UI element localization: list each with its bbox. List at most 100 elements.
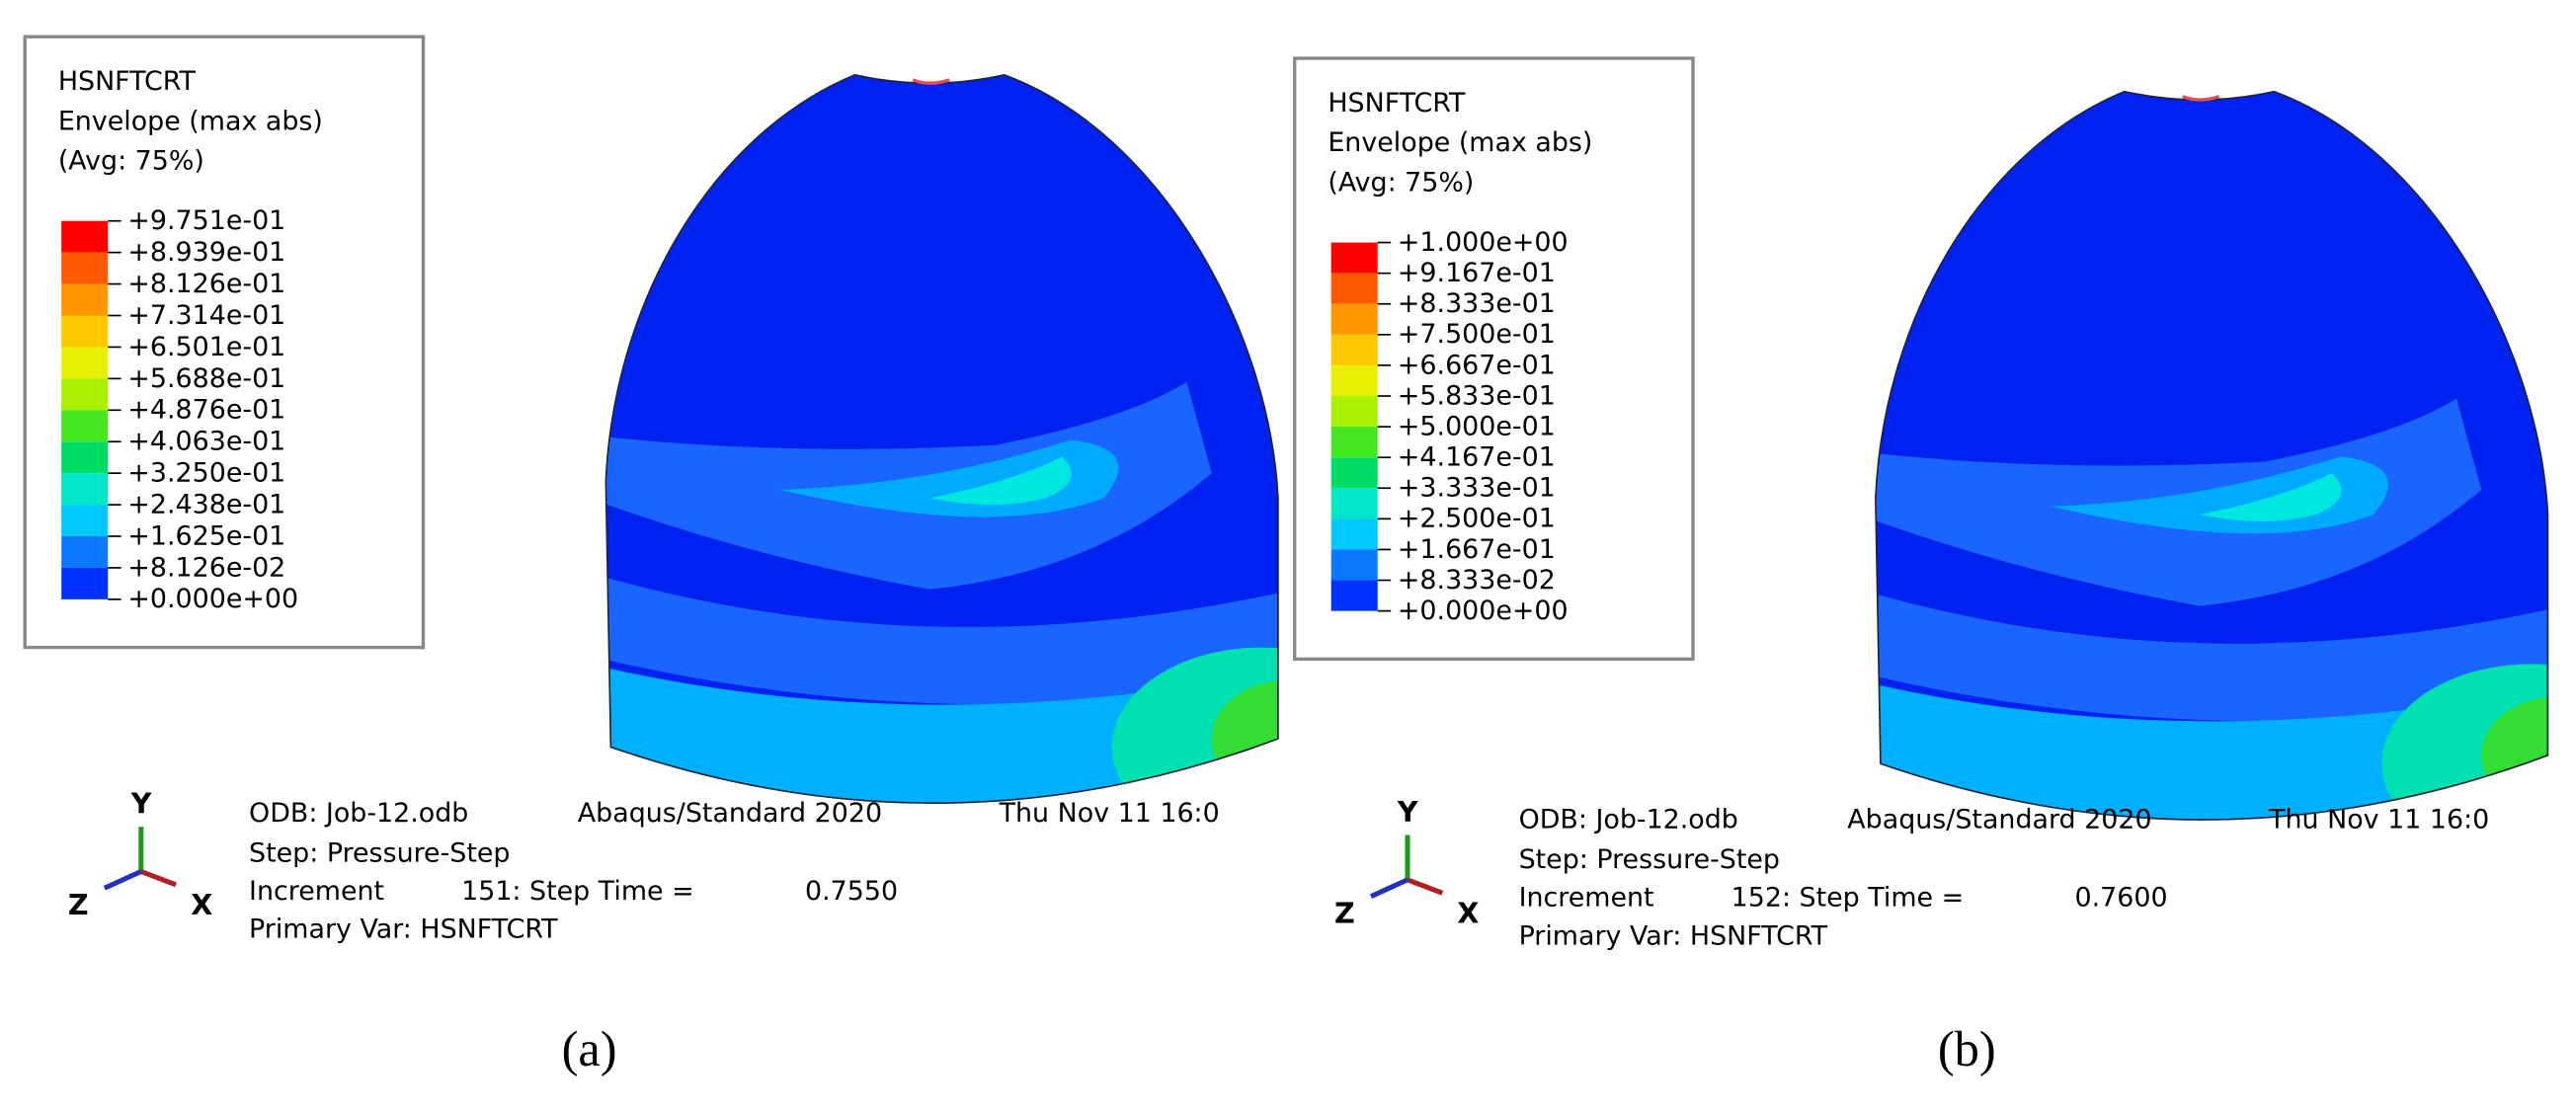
caption: (b) [1938, 1021, 1996, 1076]
legend-swatch [61, 505, 109, 536]
panel: HSNFTCRT Envelope (max abs) (Avg: 75%) +1.0… [1293, 56, 2549, 1076]
info-increment-value: 151: Step Time = [461, 876, 693, 907]
legend-value: +1.667e-01 [1398, 534, 1556, 565]
legend-value: +1.625e-01 [127, 520, 285, 551]
info-step: Step: Pressure-Step [249, 837, 510, 868]
legend-swatch [61, 535, 109, 568]
info-step-time: 0.7600 [2075, 883, 2168, 914]
model-outline [604, 73, 1279, 805]
legend-swatch [1330, 580, 1378, 611]
legend-swatch [1330, 273, 1378, 304]
info-step: Step: Pressure-Step [1519, 844, 1780, 875]
triad-label: Z [1334, 897, 1355, 930]
legend-swatch [61, 410, 109, 442]
legend-swatch [1330, 303, 1378, 335]
legend-swatch [1330, 488, 1378, 519]
band [929, 456, 1072, 506]
legend-value: +2.438e-01 [127, 489, 285, 519]
triad-axis-x [1407, 877, 1444, 896]
contour-model [1875, 90, 2549, 821]
info-increment-value: 152: Step Time = [1731, 883, 1964, 914]
legend-swatch [61, 347, 109, 379]
legend-swatch [61, 441, 109, 474]
legend-value: +4.876e-01 [127, 395, 285, 426]
info-solver: Abaqus/Standard 2020 [578, 798, 882, 829]
legend-swatch [1330, 242, 1378, 274]
legend-value: +1.000e+00 [1398, 227, 1569, 258]
legend-swatch [61, 252, 109, 284]
legend-swatch [61, 473, 109, 506]
legend-swatch [1330, 549, 1378, 581]
legend-swatch [61, 283, 109, 316]
info-primary-var: Primary Var: HSNFTCRT [1519, 920, 1828, 951]
info-odb: ODB: Job-12.odb [249, 798, 468, 829]
triad-label: X [1457, 897, 1479, 930]
legend-title: Envelope (max abs) [1328, 127, 1592, 158]
legend-title: HSNFTCRT [1328, 88, 1466, 119]
triad-label: Y [130, 787, 152, 821]
band [2199, 473, 2342, 521]
triad-label: Z [68, 888, 89, 921]
info-date: Thu Nov 11 16:0 [2268, 805, 2489, 836]
legend-value: +4.167e-01 [1398, 442, 1556, 473]
contour-bands [1875, 91, 2548, 820]
legend-swatch [61, 378, 109, 411]
legend-swatch [1330, 457, 1378, 489]
legend-value: +3.333e-01 [1398, 473, 1556, 504]
triad-label: Y [1397, 795, 1418, 829]
band [1875, 589, 2548, 722]
legend-title: Envelope (max abs) [58, 106, 323, 136]
legend-value: +9.751e-01 [127, 205, 285, 236]
legend-value: +4.063e-01 [127, 427, 285, 457]
legend-value: +8.333e-02 [1398, 565, 1556, 596]
legend-value: +9.167e-01 [1398, 258, 1556, 288]
legend-swatch [1330, 334, 1378, 365]
model-tip [912, 78, 950, 85]
legend-title: (Avg: 75%) [58, 146, 204, 177]
legend-title: (Avg: 75%) [1328, 167, 1474, 198]
triad-label: X [191, 888, 212, 921]
legend-swatch [1330, 396, 1378, 428]
info-step-time: 0.7550 [805, 876, 898, 907]
legend-swatch [1330, 518, 1378, 550]
legend-swatch [61, 315, 109, 348]
contour-bands [605, 74, 1278, 804]
band [1875, 680, 2548, 820]
legend-value: +8.126e-02 [127, 552, 285, 583]
model-outline [1875, 90, 2549, 821]
legend-title: HSNFTCRT [58, 66, 197, 97]
contour-model [604, 73, 1279, 805]
band [1211, 680, 1278, 797]
legend-value: +8.333e-01 [1398, 288, 1556, 319]
legend-value: +6.667e-01 [1398, 350, 1556, 380]
legend-swatch [61, 567, 109, 599]
model-tip [2182, 95, 2220, 102]
band [605, 664, 1278, 804]
triad-axis-z [1369, 877, 1409, 899]
info-solver: Abaqus/Standard 2020 [1847, 805, 2151, 836]
legend-value: +0.000e+00 [1398, 596, 1569, 626]
info-primary-var: Primary Var: HSNFTCRT [249, 915, 558, 945]
panel: HSNFTCRT Envelope (max abs) (Avg: 75%) +9.7… [23, 35, 1279, 1076]
legend-value: +5.000e-01 [1398, 411, 1556, 441]
triad-axis-x [139, 869, 178, 888]
legend-value: +8.939e-01 [127, 237, 285, 268]
info-increment: Increment [1519, 883, 1654, 914]
caption: (a) [562, 1021, 617, 1076]
legend-value: +5.833e-01 [1398, 380, 1556, 411]
legend-value: +5.688e-01 [127, 363, 285, 394]
legend-swatch [1330, 364, 1378, 396]
legend-value: +7.314e-01 [127, 300, 285, 331]
legend-value: +2.500e-01 [1398, 504, 1556, 534]
info-date: Thu Nov 11 16:0 [999, 798, 1220, 829]
legend-swatch [1330, 427, 1378, 458]
info-odb: ODB: Job-12.odb [1519, 805, 1738, 836]
legend-value: +3.250e-01 [127, 458, 285, 489]
legend-value: +8.126e-01 [127, 269, 285, 299]
legend-swatch [61, 220, 109, 253]
info-increment: Increment [249, 876, 384, 907]
band [605, 572, 1278, 705]
triad-axis-z [103, 869, 142, 891]
